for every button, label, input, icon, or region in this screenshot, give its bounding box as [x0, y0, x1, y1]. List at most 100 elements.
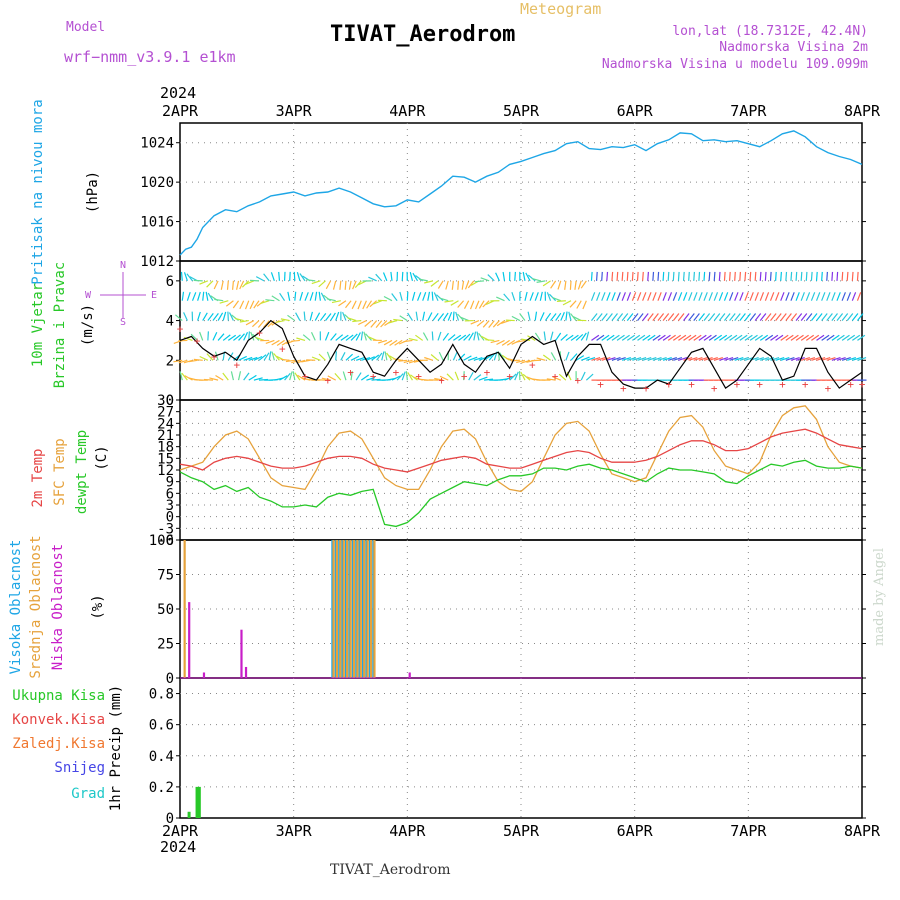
wind-vector — [775, 357, 785, 361]
wind-vector — [384, 351, 388, 361]
wind-vector — [591, 357, 601, 361]
wind-vector — [318, 291, 321, 301]
wind-vector — [657, 334, 666, 341]
wind-vector — [335, 351, 337, 361]
pressure-ytick-label: 1012 — [140, 254, 174, 270]
wind-vector — [439, 297, 449, 302]
wind-vector — [806, 357, 816, 361]
wind-vector — [683, 313, 690, 321]
wind-vector — [243, 332, 249, 341]
wind-vector — [482, 320, 490, 328]
wind-vector — [271, 295, 280, 302]
precip-legend-total: Ukupna Kisa — [12, 688, 105, 704]
wind-vector — [642, 292, 647, 301]
wind-vector — [248, 356, 258, 361]
wind-vector — [239, 319, 249, 323]
wind-vector — [319, 313, 327, 321]
footer-title: TIVAT_Aerodrom — [330, 862, 451, 878]
wind-vector — [764, 313, 772, 321]
cloud-high-bar — [348, 540, 351, 678]
wind-vector — [760, 357, 770, 361]
wind-vector — [334, 373, 342, 381]
wind-vector — [816, 357, 826, 361]
wind-vector — [417, 292, 422, 301]
wind-vector — [401, 271, 404, 281]
wind-vector — [496, 320, 505, 327]
cloud-low-bar — [244, 666, 248, 678]
wind-vector — [299, 273, 306, 282]
wind-vector — [183, 336, 193, 341]
temperature-ytick-label: 27 — [157, 405, 174, 421]
wind-vector — [703, 334, 712, 341]
wind-vector — [580, 332, 587, 341]
cloud-high-bar — [358, 540, 361, 678]
wind-vector — [422, 311, 426, 321]
wind-vector — [470, 320, 480, 325]
wind-vector — [258, 354, 267, 361]
wind-vector — [271, 339, 280, 346]
wind-vector — [469, 300, 475, 310]
credit-label: made by Angel — [872, 548, 887, 646]
wind-vector — [744, 292, 749, 301]
precip-bar — [197, 786, 201, 818]
wind-vector — [565, 334, 574, 341]
wind-vector — [253, 355, 263, 361]
wind-vector — [846, 271, 849, 281]
wind-vector — [289, 371, 293, 381]
wind-vector — [303, 311, 306, 321]
cloud-mid-bar — [183, 540, 186, 678]
wind-vector — [662, 357, 672, 361]
wind-vector — [373, 300, 382, 305]
wind-vector — [514, 371, 519, 381]
cloud-mid-bar — [356, 540, 359, 678]
wind-vector — [565, 351, 570, 361]
wind-vector — [427, 312, 433, 321]
wind-vector — [642, 357, 652, 361]
compass-west: W — [85, 290, 92, 301]
wind-vector — [560, 312, 565, 321]
wind-gust-marker: + — [347, 366, 354, 379]
wind-vector — [831, 334, 840, 341]
xtick-label-bottom: 5APR — [503, 822, 540, 840]
wind-vector — [314, 312, 321, 321]
wind-vector — [632, 334, 641, 341]
wind-vector — [739, 313, 746, 321]
wind-vector — [596, 292, 601, 301]
wind-vector — [785, 292, 790, 301]
cloud-mid-bar — [332, 540, 335, 678]
wind-gust-marker: + — [665, 378, 672, 391]
wind-ytick-label: 4 — [166, 314, 174, 330]
wind-vector — [775, 313, 782, 321]
wind-vector — [437, 331, 442, 341]
wind-vector — [552, 296, 561, 302]
wind-gust-marker: + — [575, 374, 582, 387]
wind-vector — [637, 334, 646, 341]
wind-vector — [362, 300, 367, 310]
sfc-temp-line — [179, 405, 863, 493]
wind-vector — [708, 271, 711, 281]
wind-vector — [511, 292, 516, 301]
wind-vector — [205, 291, 209, 301]
model-label: Model — [66, 20, 106, 35]
wind-vector — [785, 334, 794, 341]
cloud-high-bar — [351, 540, 354, 678]
wind-vector — [683, 334, 692, 341]
temperature-ytick-label: 21 — [157, 428, 174, 444]
wind-vector — [352, 319, 362, 323]
wind-vector — [527, 335, 536, 341]
wind-vector — [636, 292, 642, 301]
wind-vector — [631, 271, 634, 281]
wind-vector — [714, 357, 723, 361]
wind-vector — [366, 300, 373, 309]
wind-vector — [433, 292, 439, 301]
wind-vector — [667, 313, 675, 321]
year-label-top: 2024 — [160, 84, 197, 102]
wind-vector — [698, 357, 708, 361]
wind-vector — [693, 292, 698, 301]
wind-vector — [351, 300, 357, 310]
wind-vector — [350, 333, 358, 341]
wind-gust-marker: + — [529, 358, 536, 371]
wind-vector — [531, 277, 541, 282]
wind-vector — [291, 359, 301, 364]
wind-vector — [749, 334, 758, 341]
